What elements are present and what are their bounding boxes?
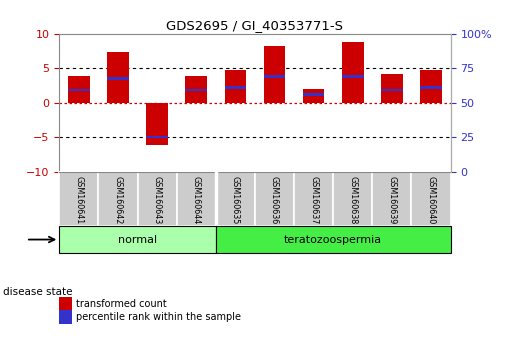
Text: disease state: disease state: [3, 287, 72, 297]
Bar: [138, 172, 177, 226]
Bar: [225, 70, 246, 103]
Bar: [107, 52, 129, 103]
Bar: [68, 89, 90, 91]
Text: normal: normal: [118, 235, 157, 245]
Bar: [342, 75, 364, 78]
Bar: [146, 103, 168, 145]
Bar: [185, 76, 207, 103]
Bar: [294, 172, 333, 226]
Bar: [59, 226, 216, 253]
Bar: [303, 93, 324, 96]
Title: GDS2695 / GI_40353771-S: GDS2695 / GI_40353771-S: [166, 19, 344, 33]
Bar: [98, 172, 138, 226]
Bar: [216, 172, 255, 226]
Text: GSM160641: GSM160641: [74, 176, 83, 224]
Text: GSM160643: GSM160643: [152, 176, 162, 224]
Bar: [333, 172, 372, 226]
Bar: [216, 226, 451, 253]
Bar: [381, 74, 403, 103]
Text: transformed count: transformed count: [76, 299, 166, 309]
Bar: [411, 172, 451, 226]
Bar: [420, 86, 442, 89]
Bar: [342, 42, 364, 103]
Text: GSM160638: GSM160638: [348, 176, 357, 224]
Text: teratozoospermia: teratozoospermia: [284, 235, 382, 245]
Text: GSM160644: GSM160644: [192, 176, 201, 224]
Text: GSM160642: GSM160642: [113, 176, 123, 224]
Bar: [107, 77, 129, 80]
Text: GSM160637: GSM160637: [309, 176, 318, 224]
Bar: [146, 136, 168, 138]
Bar: [185, 89, 207, 91]
Bar: [264, 75, 285, 78]
Text: percentile rank within the sample: percentile rank within the sample: [76, 312, 241, 322]
Bar: [225, 86, 246, 89]
Bar: [59, 172, 98, 226]
Bar: [420, 70, 442, 103]
Text: GSM160640: GSM160640: [426, 176, 436, 224]
Bar: [381, 89, 403, 91]
Bar: [264, 46, 285, 103]
Text: GSM160639: GSM160639: [387, 176, 397, 224]
Bar: [68, 76, 90, 103]
Text: GSM160635: GSM160635: [231, 176, 240, 224]
Bar: [303, 89, 324, 103]
Bar: [177, 172, 216, 226]
Text: GSM160636: GSM160636: [270, 176, 279, 224]
Bar: [372, 172, 411, 226]
Bar: [255, 172, 294, 226]
